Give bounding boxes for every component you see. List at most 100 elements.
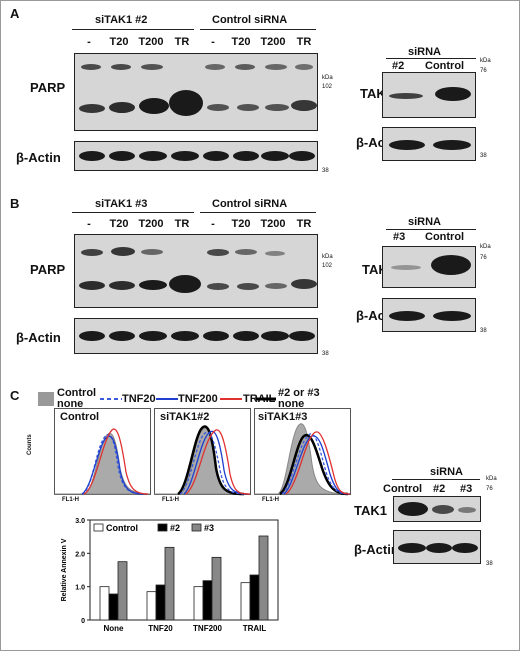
mw-marker-76: 76 bbox=[480, 68, 487, 74]
actin-blot-tak-b bbox=[382, 298, 476, 332]
group-label-sitak1-2: siTAK1 #2 bbox=[95, 14, 148, 26]
row-label-tak1: TAK1 bbox=[354, 503, 387, 518]
kda-label: kDa bbox=[480, 58, 491, 64]
x-tick-label: TRAIL bbox=[243, 624, 267, 633]
legend-swatch bbox=[93, 523, 104, 532]
bar-3-tnf200 bbox=[211, 556, 222, 621]
panel-letter-b: B bbox=[10, 196, 20, 211]
group-label-control-sirna: Control siRNA bbox=[212, 198, 288, 210]
flow-xlabel: FL1-H bbox=[62, 497, 79, 503]
lane-label: - bbox=[211, 218, 215, 230]
mw-marker-38: 38 bbox=[322, 351, 329, 357]
lane-label: T20 bbox=[109, 218, 129, 230]
tak1-blot-a bbox=[382, 72, 476, 118]
bar-3-trail bbox=[258, 535, 269, 621]
bar-2-tnf200 bbox=[202, 580, 213, 621]
lane-label: - bbox=[87, 36, 91, 48]
legend-line-tnf200 bbox=[156, 398, 178, 400]
kda-label: kDa bbox=[322, 75, 333, 81]
group-underline bbox=[72, 212, 194, 213]
legend-label: #2 bbox=[170, 523, 180, 533]
mw-marker-102: 102 bbox=[322, 84, 333, 90]
lane-label: T200 bbox=[138, 218, 164, 230]
group-underline bbox=[200, 29, 316, 30]
kda-label: kDa bbox=[322, 254, 333, 260]
actin-blot-b bbox=[74, 318, 318, 354]
actin-blot-tak-c bbox=[393, 530, 481, 564]
mw-marker-76: 76 bbox=[486, 486, 493, 492]
lane-label: T20 bbox=[109, 36, 129, 48]
group-underline bbox=[200, 212, 316, 213]
panel-letter-a: A bbox=[10, 6, 20, 21]
mw-marker-38: 38 bbox=[480, 328, 487, 334]
mw-marker-38: 38 bbox=[322, 168, 329, 174]
lane-label: - bbox=[211, 36, 215, 48]
flow-title-control: Control bbox=[60, 411, 100, 423]
lane-label: #3 bbox=[393, 231, 406, 243]
sirna-header: siRNA bbox=[408, 46, 442, 58]
lane-label: #3 bbox=[460, 483, 473, 495]
row-label-actin: β-Actin bbox=[16, 150, 61, 165]
mw-marker-38: 38 bbox=[480, 153, 487, 159]
lane-label: - bbox=[87, 218, 91, 230]
kda-label: kDa bbox=[480, 244, 491, 250]
lane-label: #2 bbox=[433, 483, 446, 495]
mw-marker-76: 76 bbox=[480, 255, 487, 261]
lane-labels: - T20 T200 TR - T20 T200 TR bbox=[72, 36, 318, 50]
lane-label: TR bbox=[296, 36, 312, 48]
x-tick-label: TNF20 bbox=[148, 624, 173, 633]
lane-label: T200 bbox=[138, 36, 164, 48]
y-axis-label: Relative Annexin V bbox=[61, 538, 68, 601]
sirna-underline bbox=[392, 479, 480, 480]
sirna-underline bbox=[386, 229, 476, 230]
group-label-control-sirna: Control siRNA bbox=[212, 14, 288, 26]
row-label-actin: β-Actin bbox=[354, 542, 399, 557]
flow-xlabel: FL1-H bbox=[262, 497, 279, 503]
bar-3-none bbox=[117, 561, 128, 621]
legend-tnf200: TNF200 bbox=[178, 393, 218, 405]
legend-line-si-none bbox=[256, 397, 276, 401]
lane-labels: - T20 T200 TR - T20 T200 TR bbox=[72, 218, 318, 232]
actin-blot-a bbox=[74, 141, 318, 171]
lane-label: Control bbox=[383, 483, 423, 495]
lane-label: T20 bbox=[231, 36, 251, 48]
flow-title-sitak1-2: siTAK1#2 bbox=[160, 411, 210, 423]
sirna-header: siRNA bbox=[408, 216, 442, 228]
lane-label: TR bbox=[174, 36, 190, 48]
flow-histogram-sitak1-3 bbox=[254, 408, 351, 496]
y-tick-label: 3.0 bbox=[75, 518, 85, 525]
parp-blot-a bbox=[74, 53, 318, 131]
y-tick-label: 1.0 bbox=[75, 585, 85, 592]
legend-label: Control bbox=[106, 523, 138, 533]
row-label-parp: PARP bbox=[30, 262, 66, 277]
tak1-blot-c bbox=[393, 496, 481, 522]
y-tick-label: 0 bbox=[81, 618, 85, 625]
sirna-underline bbox=[386, 58, 476, 59]
legend-swatch bbox=[191, 523, 202, 532]
annexin-bar-chart: 0 1.0 2.0 3.0 Relative Annexin V None TNF20 TNF… bbox=[42, 512, 318, 642]
lane-label: TR bbox=[296, 218, 312, 230]
bar-2-tnf20 bbox=[155, 584, 166, 621]
legend-control-none: Control none bbox=[57, 387, 97, 410]
legend-si-none: #2 or #3 none bbox=[278, 387, 320, 410]
group-label-sitak1-3: siTAK1 #3 bbox=[95, 198, 148, 210]
y-tick-label: 2.0 bbox=[75, 551, 85, 558]
legend-line-trail bbox=[220, 398, 242, 400]
lane-label: T20 bbox=[231, 218, 251, 230]
legend-swatch bbox=[157, 523, 168, 532]
legend-tnf20: TNF20 bbox=[122, 393, 156, 405]
sirna-header: siRNA bbox=[430, 466, 464, 478]
lane-label: T200 bbox=[260, 36, 286, 48]
lane-label: Control bbox=[425, 60, 465, 72]
flow-ylabel: Counts bbox=[27, 434, 33, 455]
bar-Control-none bbox=[99, 586, 110, 621]
panel-letter-c: C bbox=[10, 388, 20, 403]
lane-label: TR bbox=[174, 218, 190, 230]
flow-histogram-sitak1-2 bbox=[154, 408, 251, 496]
x-tick-label: TNF200 bbox=[193, 624, 222, 633]
bar-Control-tnf200 bbox=[193, 586, 204, 621]
lane-label: #2 bbox=[392, 60, 405, 72]
bar-Control-tnf20 bbox=[146, 591, 157, 621]
group-underline bbox=[72, 29, 194, 30]
row-label-actin: β-Actin bbox=[16, 330, 61, 345]
